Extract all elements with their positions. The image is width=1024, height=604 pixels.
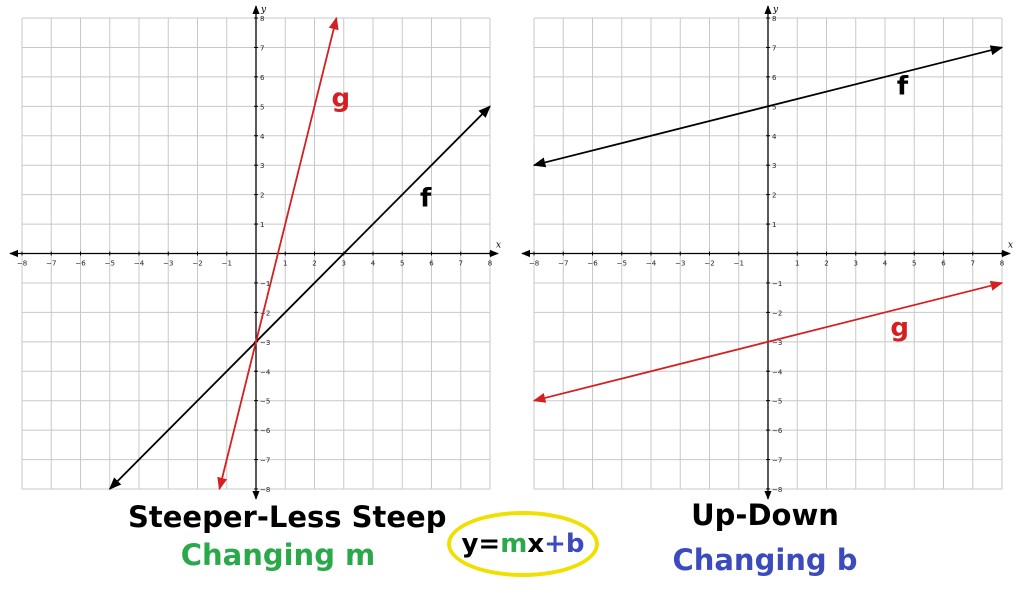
left-subtitle: Changing m — [180, 538, 376, 572]
y-tick-label: −7 — [260, 457, 270, 465]
series-label-g: g — [332, 83, 351, 113]
x-tick-label: 3 — [342, 260, 346, 268]
x-tick-label: 6 — [429, 260, 434, 268]
x-tick-label: −4 — [134, 260, 145, 268]
x-tick-label: 5 — [400, 260, 404, 268]
formula-x: x — [527, 529, 545, 559]
x-tick-label: 6 — [941, 260, 946, 268]
y-tick-label: 2 — [772, 192, 776, 200]
formula-b: +b — [544, 529, 585, 559]
x-tick-label: −2 — [192, 260, 202, 268]
left-graph: xy−8 −7 −6 −5 −4 −3 −2 −1 1 2 3 4 5 6 7 8−8−7−6−5−4−3−2… — [9, 5, 501, 500]
y-tick-label: 3 — [772, 162, 776, 170]
x-tick-label: −6 — [75, 260, 86, 268]
x-tick-label: −8 — [17, 260, 27, 268]
y-tick-label: −3 — [260, 339, 270, 347]
y-tick-label: −7 — [772, 457, 782, 465]
x-tick-label: 3 — [854, 260, 858, 268]
y-tick-label: −8 — [772, 486, 782, 494]
y-tick-label: −8 — [260, 486, 270, 494]
x-tick-label: −8 — [529, 260, 539, 268]
x-tick-label: 4 — [883, 260, 888, 268]
y-axis-label: y — [260, 5, 267, 15]
x-tick-label: −4 — [646, 260, 657, 268]
x-tick-label: −3 — [675, 260, 685, 268]
x-tick-label: −7 — [46, 260, 56, 268]
formula-ellipse: y= m x +b — [447, 511, 599, 577]
x-tick-label: −1 — [222, 260, 232, 268]
x-tick-label: 7 — [971, 260, 975, 268]
x-tick-label: 8 — [488, 260, 492, 268]
x-axis-label: x — [496, 241, 501, 251]
series-line-g — [532, 280, 1004, 403]
y-tick-label: 7 — [260, 44, 264, 52]
formula-m: m — [500, 529, 528, 559]
x-tick-label: 8 — [1000, 260, 1004, 268]
x-tick-label: −1 — [734, 260, 744, 268]
x-tick-label: −5 — [105, 260, 115, 268]
right-graph: xy−8 −7 −6 −5 −4 −3 −2 −1 1 2 3 4 5 6 7 8−8−7−6−5−4−3−2… — [521, 5, 1013, 500]
y-tick-label: 1 — [260, 221, 264, 229]
y-tick-label: 5 — [260, 103, 264, 111]
y-tick-label: 3 — [260, 162, 264, 170]
x-tick-label: 1 — [283, 260, 287, 268]
left-title: Steeper-Less Steep — [128, 500, 447, 534]
y-tick-label: 6 — [260, 74, 265, 82]
x-tick-label: −2 — [704, 260, 714, 268]
x-tick-label: −6 — [587, 260, 598, 268]
y-tick-label: 4 — [772, 133, 777, 141]
x-tick-label: −7 — [558, 260, 568, 268]
y-tick-label: 6 — [772, 74, 777, 82]
x-axis-label: x — [1008, 241, 1013, 251]
y-tick-label: 2 — [260, 192, 264, 200]
y-tick-label: 4 — [260, 133, 265, 141]
right-subtitle: Changing b — [672, 543, 858, 577]
y-axis-label: y — [772, 5, 779, 15]
y-tick-label: 1 — [772, 221, 776, 229]
x-tick-label: 2 — [312, 260, 316, 268]
y-tick-label: −2 — [772, 309, 782, 317]
y-tick-label: −4 — [260, 368, 271, 376]
x-tick-label: 1 — [795, 260, 799, 268]
series-label-f: f — [897, 72, 909, 102]
y-tick-label: −5 — [260, 398, 270, 406]
x-tick-label: 4 — [371, 260, 376, 268]
x-tick-label: 2 — [824, 260, 828, 268]
y-tick-label: −6 — [260, 427, 271, 435]
y-tick-label: 8 — [260, 15, 264, 23]
y-tick-label: 7 — [772, 44, 776, 52]
x-tick-label: −3 — [163, 260, 173, 268]
y-tick-label: −5 — [772, 398, 782, 406]
right-title: Up-Down — [691, 498, 839, 532]
x-tick-label: −5 — [617, 260, 627, 268]
y-tick-label: 8 — [772, 15, 776, 23]
x-tick-label: 5 — [912, 260, 916, 268]
y-tick-label: −4 — [772, 368, 783, 376]
y-tick-label: −6 — [772, 427, 783, 435]
y-tick-label: −1 — [772, 280, 782, 288]
x-tick-label: 7 — [459, 260, 463, 268]
formula-prefix: y= — [461, 529, 501, 559]
series-label-f: f — [420, 183, 432, 213]
series-line-g — [217, 16, 339, 491]
series-line-f — [532, 45, 1004, 168]
series-label-g: g — [890, 313, 909, 343]
